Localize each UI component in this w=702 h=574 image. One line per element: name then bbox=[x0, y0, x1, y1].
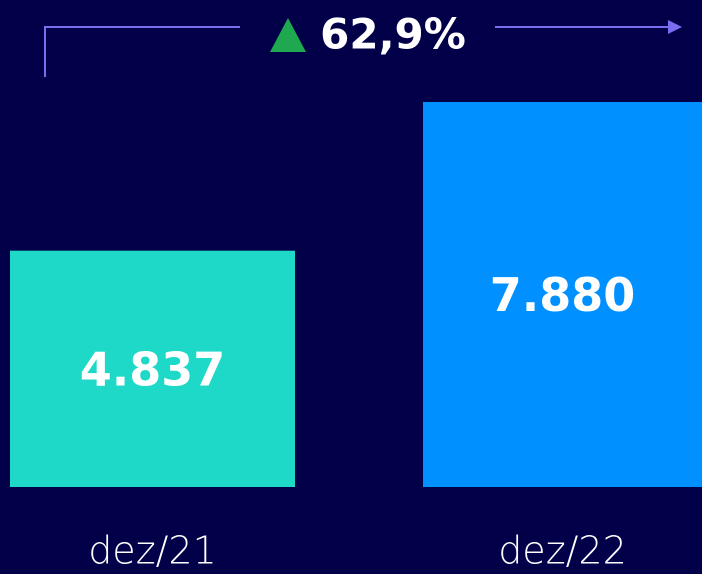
bar bbox=[10, 250, 295, 487]
data-label: 4.837 bbox=[80, 342, 226, 396]
data-label: 7.880 bbox=[490, 268, 636, 322]
x-tick-label: dez/21 bbox=[88, 529, 217, 573]
connector-left bbox=[44, 26, 240, 77]
arrow-head bbox=[668, 20, 682, 34]
up-triangle bbox=[270, 18, 306, 52]
x-tick-label: dez/22 bbox=[498, 529, 627, 573]
bar bbox=[423, 102, 702, 487]
growth-annotation: 62,9% bbox=[320, 10, 466, 59]
